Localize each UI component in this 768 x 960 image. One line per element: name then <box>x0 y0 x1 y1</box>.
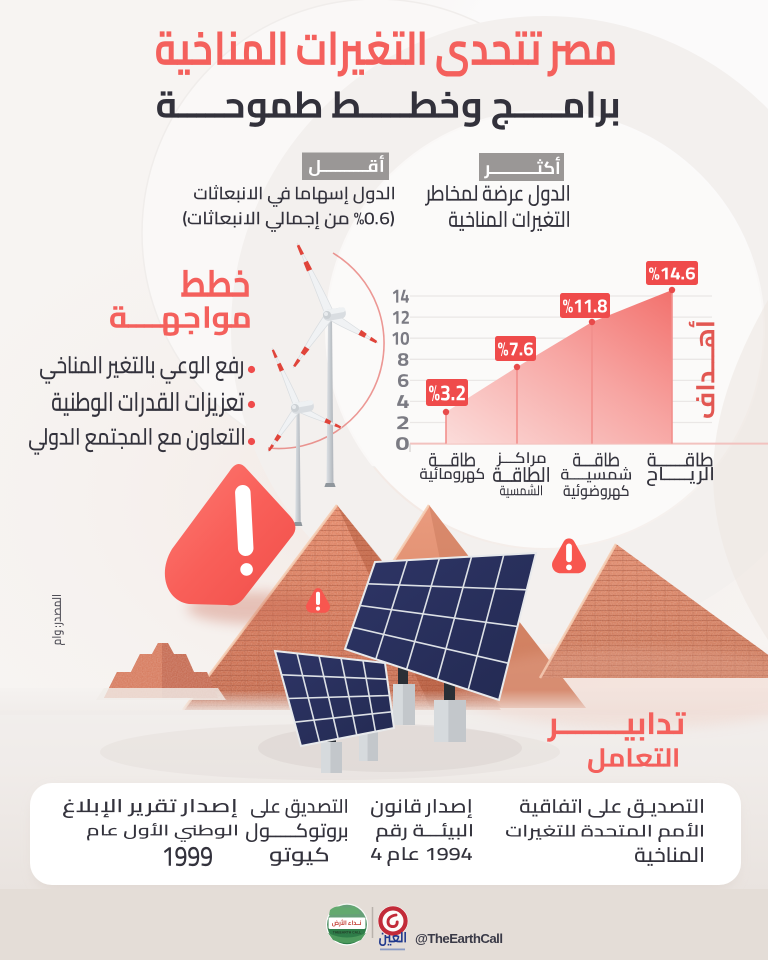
svg-text:@TheEarthCall: @TheEarthCall <box>415 931 503 946</box>
svg-text:THEEARTH CALL: THEEARTH CALL <box>333 930 361 934</box>
